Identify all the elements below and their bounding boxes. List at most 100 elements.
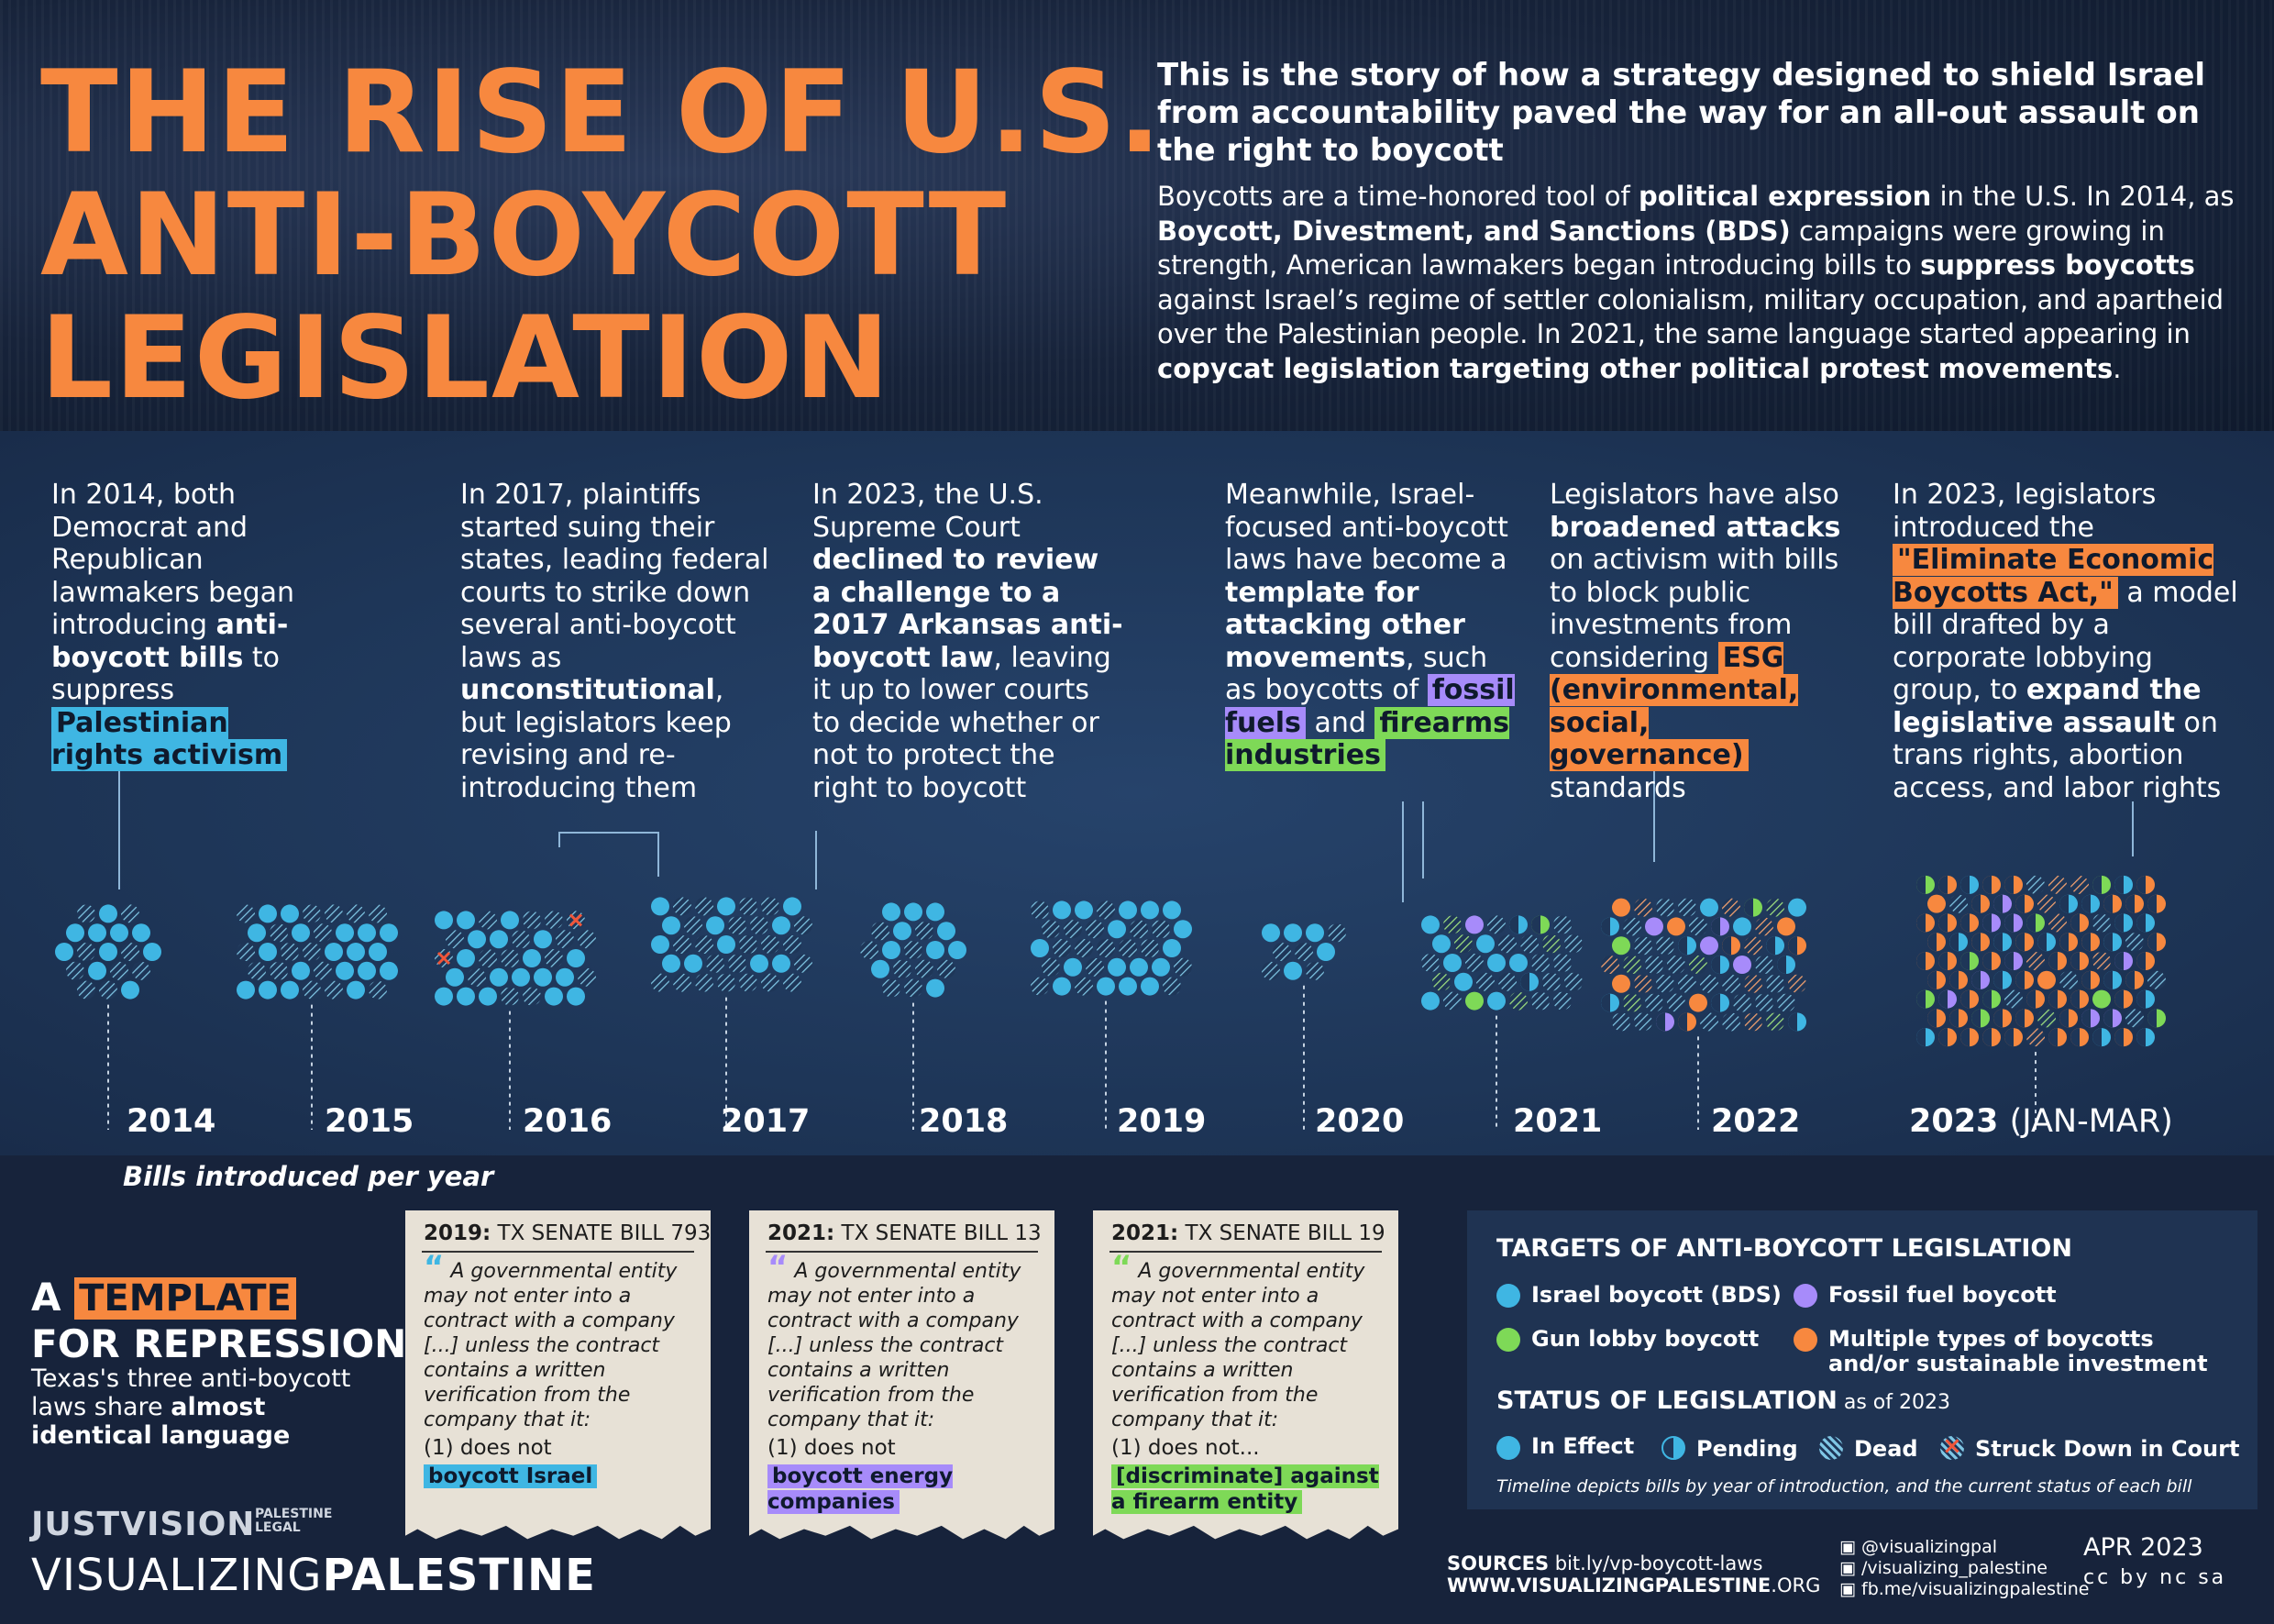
year-label-2016: 2016 xyxy=(523,1103,613,1140)
website-link[interactable]: WWW.VISUALIZINGPALESTINE.ORG xyxy=(1447,1574,1821,1596)
bill-dot-2014-dead xyxy=(77,943,95,961)
bill-dot-half xyxy=(1982,875,1992,894)
bill-dot-2021-dead xyxy=(1498,972,1517,991)
bill-card-title: 2019: TX SENATE BILL 793 xyxy=(424,1221,712,1245)
bill-dot-2018-dead xyxy=(904,978,922,998)
bill-dot-half xyxy=(1982,989,1992,1009)
bill-dot-2015-inEffect xyxy=(336,961,354,980)
bill-dot-2015-dead xyxy=(303,980,321,1000)
bill-dot-half xyxy=(1960,913,1970,933)
bill-dot-2019-dead xyxy=(1130,920,1148,939)
bill-dot-2022-dead xyxy=(1667,956,1685,974)
bill-dot-2017-dead xyxy=(761,973,779,992)
bill-dot-2017-dead xyxy=(728,916,746,935)
bill-dot-2017-dead xyxy=(695,935,713,954)
bill-dot-2017-dead xyxy=(728,954,746,973)
bill-dot-2022-inEffect xyxy=(1689,993,1707,1012)
bill-dot-2022-inEffect xyxy=(1645,917,1663,936)
bill-dot-2022-dead xyxy=(1733,993,1751,1012)
bill-dot-2016-dead xyxy=(446,930,464,949)
bill-dot-2015-inEffect xyxy=(369,943,387,961)
bill-card-sb793: 2019: TX SENATE BILL 793 “ A governmenta… xyxy=(405,1210,712,1540)
bill-dot-half xyxy=(1711,993,1720,1012)
bill-dot-2022-dead xyxy=(1755,917,1773,936)
bill-dot-2017-dead xyxy=(750,916,768,935)
justvision-logo: JUSTVISION xyxy=(31,1506,256,1543)
bill-dot-half xyxy=(2048,989,2058,1009)
bill-dot-2021-dead xyxy=(1509,991,1528,1011)
bill-dot-half xyxy=(1916,913,1926,933)
bill-dot-half xyxy=(2026,913,2036,933)
bill-dot-half xyxy=(2147,1009,2157,1028)
twitter-link[interactable]: ▣ @visualizingpal xyxy=(1839,1537,1998,1557)
bill-dot-2019-dead xyxy=(1075,939,1093,957)
quote-icon: “ xyxy=(1111,1249,1132,1286)
bill-dot-2022-dead xyxy=(1700,1012,1718,1032)
bill-dot-2014-inEffect xyxy=(132,923,150,943)
sources-link[interactable]: bit.ly/vp-boycott-laws xyxy=(1549,1552,1763,1574)
bill-dot-2017-inEffect xyxy=(750,954,768,973)
bill-dot-2015-inEffect xyxy=(237,980,255,1000)
bill-dot-2022-inEffect xyxy=(1733,917,1751,936)
bill-dot-2019-dead xyxy=(1031,977,1049,996)
bill-dot-half xyxy=(2136,875,2146,894)
bill-dot-2022-dead xyxy=(1744,1012,1762,1032)
legend: TARGETS OF ANTI-BOYCOTT LEGISLATION Isra… xyxy=(1467,1210,2257,1509)
bill-dot-2022-dead xyxy=(1667,993,1685,1012)
bill-dot-2015-dead xyxy=(369,904,387,923)
bill-dot-2017-dead xyxy=(761,935,779,954)
bill-dot-half xyxy=(2070,1028,2080,1047)
bill-dot-half xyxy=(1949,933,1959,952)
bill-dot-2014-dead xyxy=(121,904,139,923)
bill-dot-2016-inEffect xyxy=(523,949,541,967)
bill-dot-2021-dead xyxy=(1531,991,1550,1011)
bill-quote: “ A governmental entity may not enter in… xyxy=(1111,1249,1365,1431)
bill-value: [discriminate] against a firearm entity xyxy=(1111,1464,1379,1514)
bill-dot-half xyxy=(2059,1009,2069,1028)
bill-dot-2016-dead xyxy=(501,949,519,967)
blurb-template: Meanwhile, Israel-focused anti-boycott l… xyxy=(1225,479,1515,771)
year-label-2021: 2021 xyxy=(1513,1103,1603,1140)
bill-dot-2018-dead xyxy=(893,959,911,978)
bill-dot-2016-dead xyxy=(512,930,530,949)
bill-dot-2019-dead xyxy=(1042,957,1060,977)
pending-icon xyxy=(1661,1436,1685,1460)
bill-dot-2019-dead xyxy=(1163,977,1181,996)
bill-dot-2019-inEffect xyxy=(1130,957,1148,977)
bill-dot-half xyxy=(1971,970,1981,989)
struck-down-mark xyxy=(436,951,451,966)
bill-dot-half xyxy=(1960,875,1970,894)
palestine-legal-logo: PALESTINE LEGAL xyxy=(255,1507,333,1535)
facebook-link[interactable]: ▣ fb.me/visualizingpalestine xyxy=(1839,1579,2090,1599)
bill-dot-2019-dead xyxy=(1174,957,1192,977)
bill-dot-2022-inEffect xyxy=(1667,917,1685,936)
bill-dot-2023-dead xyxy=(2092,913,2111,933)
bill-dot-2021-inEffect xyxy=(1509,954,1528,972)
bill-dot-2019-inEffect xyxy=(1064,957,1082,977)
bill-dot-2015-inEffect xyxy=(347,943,365,961)
bill-dot-2014-inEffect xyxy=(66,923,84,943)
bill-dot-2020-inEffect xyxy=(1284,923,1302,943)
bill-dot-2021-inEffect xyxy=(1487,991,1506,1011)
bill-dot-half xyxy=(1993,970,2003,989)
bill-dot-2017-dead xyxy=(783,973,801,992)
bill-dot-half xyxy=(2092,875,2102,894)
bill-dot-2022-inEffect xyxy=(1700,898,1718,917)
instagram-link[interactable]: ▣ /visualizing_palestine xyxy=(1839,1558,2048,1578)
bill-dot-2021-dead xyxy=(1432,972,1451,991)
bill-dot-2018-dead xyxy=(915,959,933,978)
bill-dot-2017-dead xyxy=(794,916,812,935)
bill-dot-half xyxy=(1993,933,2003,952)
blurb-2014: In 2014, both Democrat and Republican la… xyxy=(51,479,295,771)
bill-dot-2017-inEffect xyxy=(783,897,801,916)
bill-dot-2016-inEffect xyxy=(490,930,508,949)
bill-dot-2016-dead xyxy=(501,987,519,1006)
bill-dot-2023-dead xyxy=(2059,970,2078,989)
bill-dot-2021-dead xyxy=(1553,991,1572,1011)
bill-dot-2019-dead xyxy=(1031,900,1049,920)
legend-pending: Pending xyxy=(1696,1436,1798,1462)
bill-dot-half xyxy=(2147,894,2157,913)
year-label-2017: 2017 xyxy=(721,1103,811,1140)
bill-dot-2016-inEffect xyxy=(457,911,475,930)
bill-dot-2021-dead xyxy=(1564,972,1583,991)
